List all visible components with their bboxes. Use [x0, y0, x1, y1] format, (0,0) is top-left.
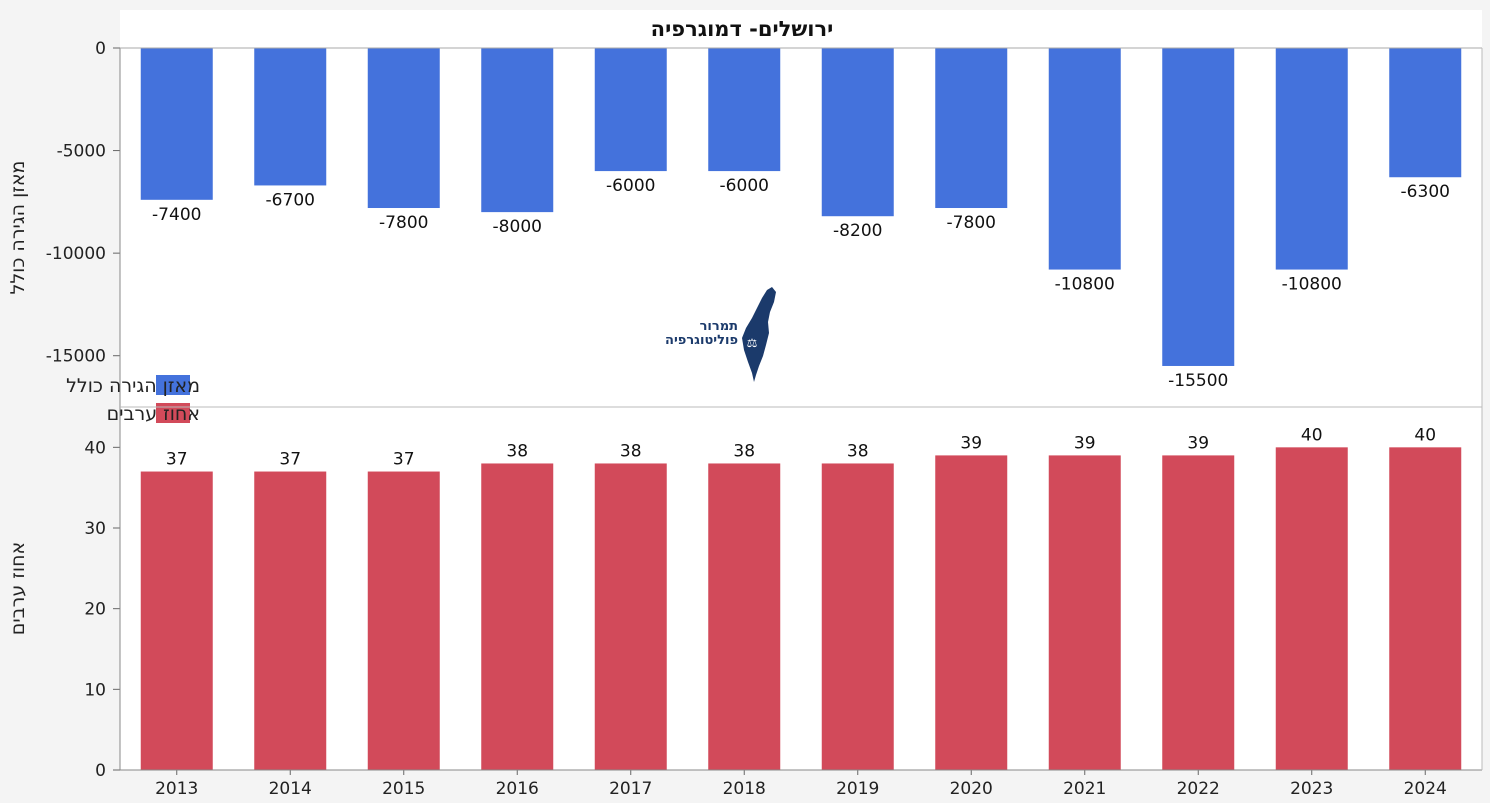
y-tick-label: 0 [95, 39, 106, 59]
y-tick-label: -15000 [46, 347, 106, 367]
data-label: 37 [279, 450, 301, 470]
bar [1389, 447, 1462, 770]
logo-symbol-icon: ⚖ [747, 336, 758, 350]
y-tick-label: -10000 [46, 244, 106, 264]
data-label: -8200 [833, 221, 882, 241]
bar [140, 48, 213, 200]
y-tick-label: 10 [84, 680, 106, 700]
x-tick-label: 2016 [496, 779, 539, 799]
bar [594, 463, 667, 770]
x-tick-label: 2023 [1290, 779, 1333, 799]
y-tick-label: 30 [84, 519, 106, 539]
logo-line1: תמרור [700, 319, 738, 334]
legend-label: אחוז ערבים [107, 403, 200, 425]
bar [481, 48, 554, 213]
bar [367, 471, 440, 770]
data-label: -7400 [152, 205, 201, 225]
bar [1389, 48, 1462, 178]
bar [1275, 48, 1348, 270]
data-label: 39 [1187, 433, 1209, 453]
x-tick-label: 2024 [1404, 779, 1447, 799]
bar [594, 48, 667, 172]
bar [367, 48, 440, 209]
x-tick-label: 2018 [723, 779, 766, 799]
data-label: -15500 [1168, 371, 1228, 391]
data-label: -10800 [1282, 275, 1342, 295]
israel-map-icon [742, 287, 776, 382]
bottom-panel: 0 10 20 30 40 37 37 37 38 38 38 38 39 39 39 40 40 אחוז ער… [7, 425, 1462, 799]
bar [254, 48, 327, 186]
legend: מאזן הגירה כולל אחוז ערבים [66, 375, 200, 425]
x-tick-label: 2015 [382, 779, 425, 799]
data-label: -8000 [493, 217, 542, 237]
bar [1048, 48, 1121, 270]
logo-line2: פוליטוגרפיה [665, 333, 738, 348]
data-label: 38 [620, 441, 642, 461]
bar [1162, 48, 1235, 366]
bar [140, 471, 213, 770]
x-tick-label: 2019 [836, 779, 879, 799]
data-label: -6000 [720, 176, 769, 196]
data-label: 37 [393, 450, 415, 470]
data-label: -6700 [266, 190, 315, 210]
data-label: -6300 [1401, 182, 1450, 202]
bar [935, 455, 1008, 770]
x-tick-label: 2020 [950, 779, 993, 799]
data-label: -7800 [947, 213, 996, 233]
bar [935, 48, 1008, 209]
y-tick-label: -5000 [57, 142, 106, 162]
x-tick-label: 2022 [1177, 779, 1220, 799]
y-tick-label: 40 [84, 438, 106, 458]
y-axis-title: מאזן הגירה כולל [7, 161, 29, 295]
bar [708, 463, 781, 770]
y-axis-title: אחוז ערבים [7, 542, 29, 635]
data-label: -6000 [606, 176, 655, 196]
data-label: 38 [847, 441, 869, 461]
legend-swatch [156, 403, 190, 423]
data-label: 38 [733, 441, 755, 461]
x-tick-label: 2021 [1063, 779, 1106, 799]
bar [254, 471, 327, 770]
x-tick-label: 2014 [269, 779, 312, 799]
top-panel: 0 -5000 -10000 -15000 -7400 -6700 -7800 -8000 -6… [7, 39, 1462, 391]
legend-label: מאזן הגירה כולל [66, 375, 200, 397]
x-tick-label: 2017 [609, 779, 652, 799]
data-label: 39 [1074, 433, 1096, 453]
data-label: -10800 [1055, 275, 1115, 295]
x-tick-label: 2013 [155, 779, 198, 799]
data-label: -7800 [379, 213, 428, 233]
data-label: 40 [1301, 425, 1323, 445]
bar [1275, 447, 1348, 770]
plot-background [120, 10, 1482, 770]
data-label: 37 [166, 450, 188, 470]
bar [821, 48, 894, 217]
bar [481, 463, 554, 770]
legend-swatch [156, 375, 190, 395]
data-label: 38 [506, 441, 528, 461]
data-label: 40 [1414, 425, 1436, 445]
y-tick-label: 20 [84, 600, 106, 620]
bar [1162, 455, 1235, 770]
bar [708, 48, 781, 172]
data-label: 39 [960, 433, 982, 453]
bar [821, 463, 894, 770]
chart-title: ירושלים- דמוגרפיה [651, 17, 834, 41]
y-tick-label: 0 [95, 761, 106, 781]
bar [1048, 455, 1121, 770]
